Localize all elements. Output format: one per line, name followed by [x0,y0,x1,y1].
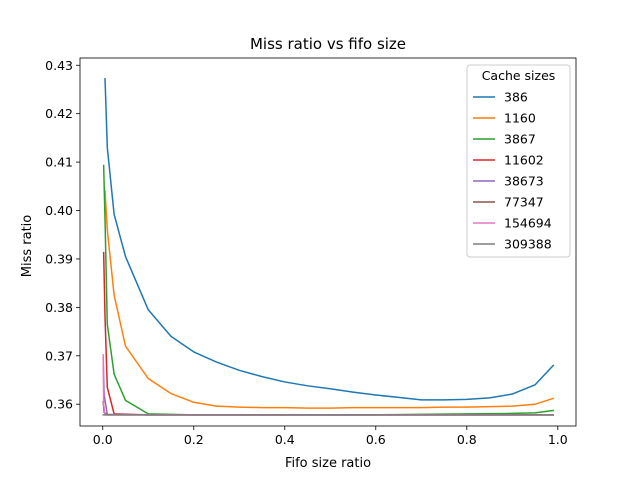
legend-entry-154694: 154694 [504,216,552,231]
series-line-386 [104,78,555,401]
legend-entry-11602: 11602 [504,153,544,168]
legend: Cache sizes 386 1160 3867 11602 38673 77347 154… [466,64,571,258]
y-tick-label: 0.37 [45,348,73,363]
y-tick-label: 0.42 [45,106,73,121]
legend-entry-77347: 77347 [504,195,544,210]
y-axis-label: Miss ratio [20,215,35,278]
legend-entry-38673: 38673 [504,174,544,189]
x-tick-label: 0.4 [275,432,295,447]
x-tick-label: 0.0 [93,432,113,447]
y-tick-label: 0.38 [45,300,73,315]
legend-entry-1160: 1160 [504,111,536,126]
y-tick-label: 0.36 [45,397,73,412]
y-tick-label: 0.43 [45,58,73,73]
y-tick-label: 0.40 [45,203,73,218]
series-layer [102,78,555,416]
legend-entry-309388: 309388 [504,237,552,252]
series-line-1160 [104,190,555,409]
axes-layer: 0.0 0.2 0.4 0.6 0.8 1.0 0.36 0.37 0.38 0.39 0.40 0.… [45,57,577,447]
x-tick-label: 0.8 [457,432,477,447]
legend-box [466,64,571,258]
x-tick-label: 0.2 [184,432,204,447]
legend-title: Cache sizes [482,68,556,83]
x-tick-label: 1.0 [548,432,568,447]
x-axis-label: Fifo size ratio [285,456,371,471]
y-tick-label: 0.39 [45,251,73,266]
plot-frame [79,57,577,427]
x-tick-label: 0.6 [366,432,386,447]
legend-entry-386: 386 [504,90,528,105]
y-tick-label: 0.41 [45,155,73,170]
legend-entry-3867: 3867 [504,132,536,147]
chart-title: Miss ratio vs fifo size [250,35,406,53]
